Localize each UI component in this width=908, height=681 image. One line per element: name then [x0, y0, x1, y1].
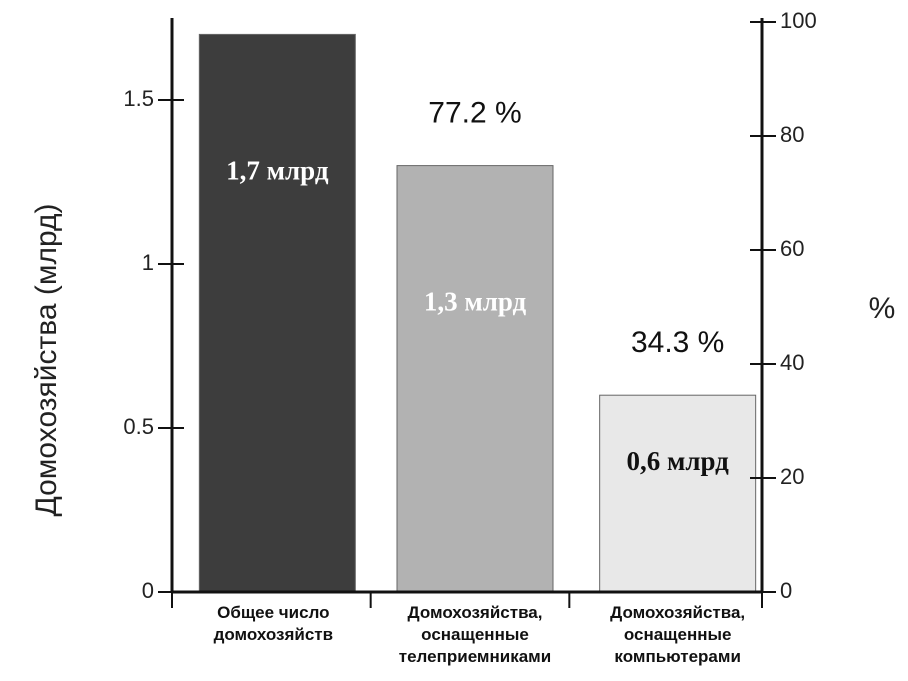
- left-tick-label: 0: [142, 578, 154, 603]
- right-tick-label: 60: [780, 236, 804, 261]
- bar-value-label-1: 1,7 млрд: [226, 155, 329, 185]
- percent-label-3: 34.3 %: [631, 326, 724, 359]
- category-label-1-line-2: домохозяйств: [214, 625, 334, 644]
- right-tick-label: 80: [780, 122, 804, 147]
- bar-3: [599, 394, 757, 593]
- category-label-2-line-2: оснащенные: [421, 625, 529, 644]
- ticks-group: 0 0.5 1 1.5 0 20 40 60 80 100: [123, 8, 817, 608]
- bar-1: [198, 33, 356, 593]
- axes-group: [170, 18, 764, 594]
- bar-value-label-3: 0,6 млрд: [626, 446, 729, 476]
- category-label-2-line-1: Домохозяйства,: [408, 603, 543, 622]
- right-tick-label: 100: [780, 8, 817, 33]
- category-label-3-line-2: оснащенные: [624, 625, 732, 644]
- left-tick-label: 0.5: [123, 414, 154, 439]
- left-tick-label: 1.5: [123, 86, 154, 111]
- right-tick-label: 0: [780, 578, 792, 603]
- category-label-3-line-1: Домохозяйства,: [610, 603, 745, 622]
- category-label-2-line-3: телеприемниками: [399, 647, 551, 666]
- percent-label-2: 77.2 %: [428, 97, 521, 130]
- y-axis-label: Домохозяйства (млрд): [30, 203, 63, 516]
- right-axis-label: %: [869, 292, 896, 325]
- labels-group: Домохозяйства (млрд) % 1,7 млрд Общее чис…: [30, 97, 895, 666]
- bar-value-label-2: 1,3 млрд: [424, 287, 527, 317]
- bar-2: [396, 165, 554, 593]
- left-tick-label: 1: [142, 250, 154, 275]
- category-label-3-line-3: компьютерами: [614, 647, 740, 666]
- category-label-1-line-1: Общее число: [217, 603, 329, 622]
- right-tick-label: 20: [780, 464, 804, 489]
- right-tick-label: 40: [780, 350, 804, 375]
- bars-group: [198, 33, 757, 593]
